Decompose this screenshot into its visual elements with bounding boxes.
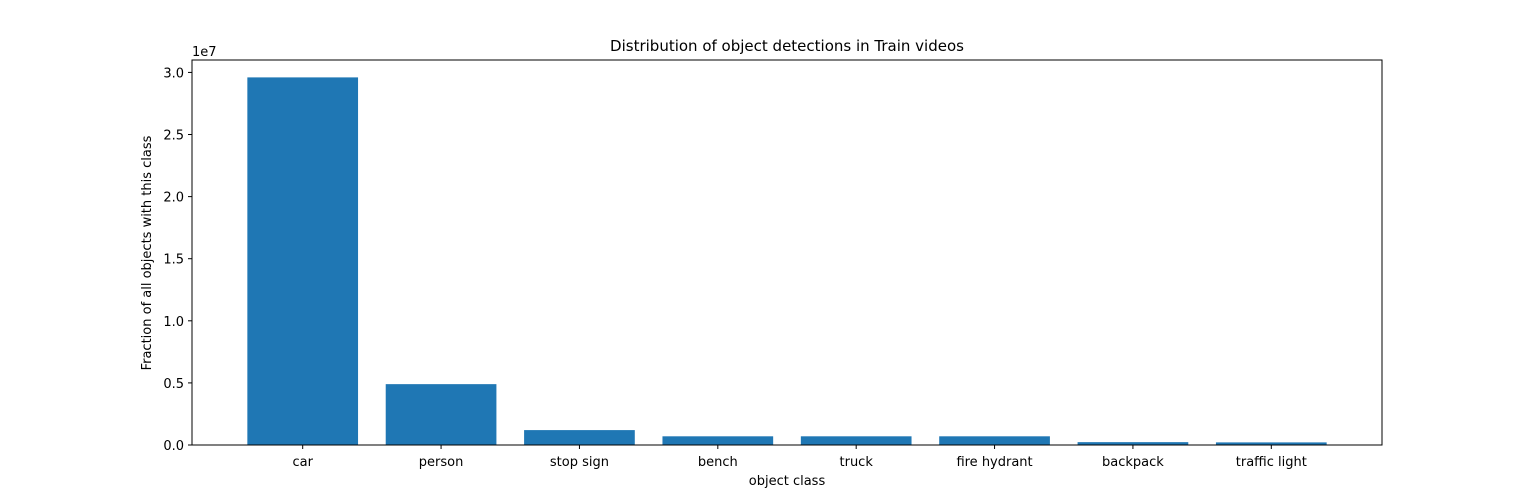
axes-frame bbox=[191, 59, 1383, 446]
x-tick-label-stop-sign: stop sign bbox=[550, 455, 609, 470]
bar-truck bbox=[800, 436, 912, 445]
x-tick-label-person: person bbox=[419, 455, 464, 470]
y-tick-label: 2.0 bbox=[163, 191, 184, 206]
y-tick-label: 1.5 bbox=[163, 253, 184, 268]
bar-car bbox=[247, 77, 359, 446]
bar-traffic-light bbox=[1215, 442, 1327, 445]
bar-fire-hydrant bbox=[939, 436, 1050, 445]
bar-bench bbox=[662, 436, 774, 445]
y-axis-label: Fraction of all objects with this class bbox=[140, 135, 155, 370]
x-tick-label-traffic-light: traffic light bbox=[1236, 455, 1307, 470]
y-tick-label: 1.0 bbox=[163, 315, 184, 330]
y-tick-label: 0.0 bbox=[163, 439, 184, 454]
chart-title: Distribution of object detections in Tra… bbox=[610, 37, 964, 55]
bar-backpack bbox=[1077, 442, 1189, 445]
y-tick-label: 0.5 bbox=[163, 377, 184, 392]
x-tick-label-fire-hydrant: fire hydrant bbox=[956, 455, 1032, 470]
y-offset-label: 1e7 bbox=[192, 45, 217, 60]
x-tick-label-car: car bbox=[292, 455, 313, 470]
bar-person bbox=[385, 384, 497, 445]
x-tick-label-backpack: backpack bbox=[1102, 455, 1164, 470]
x-axis-label: object class bbox=[749, 474, 826, 489]
y-tick-label: 2.5 bbox=[163, 129, 184, 144]
y-ticks-group: 0.0 0.5 1.0 1.5 2.0 2.5 3.0 bbox=[163, 66, 192, 454]
x-ticks-group: car person stop sign bench truck fire hydrant… bbox=[292, 445, 1307, 470]
bar-stop-sign bbox=[524, 430, 635, 445]
x-tick-label-truck: truck bbox=[840, 455, 874, 470]
y-tick-label: 3.0 bbox=[163, 66, 184, 81]
x-tick-label-bench: bench bbox=[698, 455, 738, 470]
bars-group bbox=[247, 77, 1327, 446]
